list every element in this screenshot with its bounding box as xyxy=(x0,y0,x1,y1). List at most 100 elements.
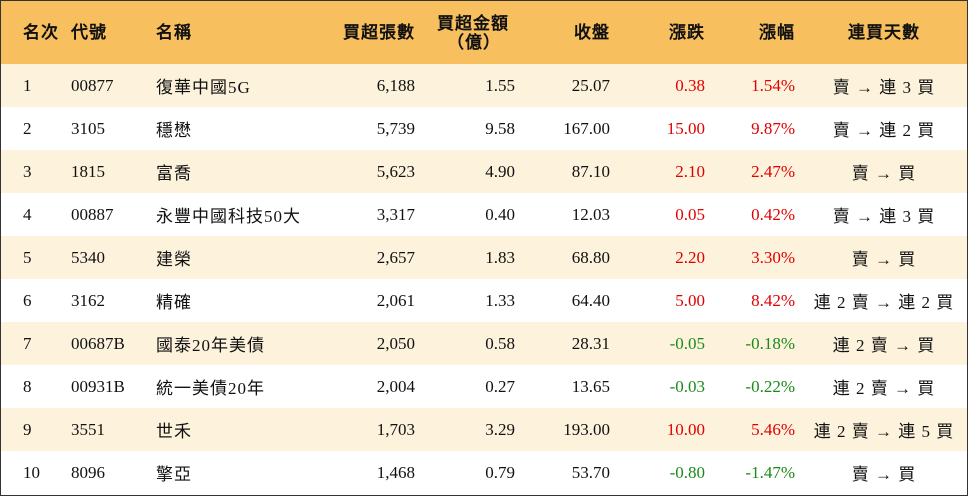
cell-amount: 3.29 xyxy=(485,419,515,439)
cell-days: 連 2 賣 → 買 xyxy=(832,379,936,398)
cell-volume: 5,623 xyxy=(376,161,415,181)
cell-change: -0.80 xyxy=(669,462,705,482)
cell-days: 連 2 賣 → 連 5 買 xyxy=(813,422,955,441)
cell-amount: 0.27 xyxy=(485,376,515,396)
table-row: 8 00931B 統一美債20年 2,004 0.27 13.65 -0.03 -0.22% 連… xyxy=(1,365,967,408)
cell-code: 00687B xyxy=(71,333,125,353)
header-volume: 買超張數 xyxy=(343,23,415,42)
cell-volume: 2,004 xyxy=(376,376,415,396)
table-row: 4 00887 永豐中國科技50大 3,317 0.40 12.03 0.05 0.42% 賣 … xyxy=(1,193,967,236)
cell-name: 精確 xyxy=(156,293,192,312)
table-row: 1 00877 復華中國5G 6,188 1.55 25.07 0.38 1.54% 賣 → 連… xyxy=(1,64,967,107)
cell-change: 15.00 xyxy=(666,118,705,138)
cell-rank: 6 xyxy=(23,290,32,310)
header-rank: 名次 xyxy=(23,23,59,42)
header-pct: 漲幅 xyxy=(759,23,795,42)
header-code: 代號 xyxy=(71,23,107,42)
table-row: 7 00687B 國泰20年美債 2,050 0.58 28.31 -0.05 -0.18% 連… xyxy=(1,322,967,365)
cell-change: -0.05 xyxy=(669,333,705,353)
cell-rank: 7 xyxy=(23,333,32,353)
cell-pct: 2.47% xyxy=(751,161,795,181)
cell-change: 10.00 xyxy=(666,419,705,439)
cell-close: 87.10 xyxy=(571,161,610,181)
cell-volume: 2,657 xyxy=(376,247,415,267)
table-row: 2 3105 穩懋 5,739 9.58 167.00 15.00 9.87% 賣 → 連 2 … xyxy=(1,107,967,150)
cell-days: 連 2 賣 → 連 2 買 xyxy=(813,293,955,312)
cell-name: 永豐中國科技50大 xyxy=(156,207,301,226)
cell-close: 68.80 xyxy=(571,247,610,267)
cell-amount: 0.40 xyxy=(485,204,515,224)
cell-close: 193.00 xyxy=(563,419,610,439)
header-amount-line2: （億） xyxy=(447,32,501,52)
cell-volume: 5,739 xyxy=(376,118,415,138)
cell-rank: 9 xyxy=(23,419,32,439)
cell-rank: 2 xyxy=(23,118,32,138)
cell-volume: 3,317 xyxy=(376,204,415,224)
cell-pct: 5.46% xyxy=(751,419,795,439)
cell-code: 3162 xyxy=(71,290,105,310)
cell-pct: 3.30% xyxy=(751,247,795,267)
cell-days: 賣 → 連 3 買 xyxy=(832,78,936,97)
header-row: 名次 代號 名稱 買超張數 買超金額 （億） 收盤 漲跌 漲幅 連買天數 xyxy=(1,1,967,64)
table-row: 9 3551 世禾 1,703 3.29 193.00 10.00 5.46% 連 2 賣 → … xyxy=(1,408,967,451)
cell-days: 賣 → 買 xyxy=(851,164,917,183)
table-row: 5 5340 建榮 2,657 1.83 68.80 2.20 3.30% 賣 → 買 xyxy=(1,236,967,279)
cell-pct: -0.22% xyxy=(745,376,795,396)
cell-name: 建榮 xyxy=(156,250,192,269)
header-days: 連買天數 xyxy=(848,23,920,42)
cell-pct: -1.47% xyxy=(745,462,795,482)
header-close: 收盤 xyxy=(574,23,610,42)
cell-rank: 1 xyxy=(23,75,32,95)
cell-name: 擎亞 xyxy=(156,465,192,484)
cell-volume: 6,188 xyxy=(376,75,415,95)
cell-name: 復華中國5G xyxy=(156,78,251,97)
cell-pct: -0.18% xyxy=(745,333,795,353)
cell-close: 53.70 xyxy=(571,462,610,482)
cell-code: 1815 xyxy=(71,161,105,181)
cell-volume: 2,050 xyxy=(376,333,415,353)
cell-name: 穩懋 xyxy=(156,121,192,140)
cell-volume: 1,468 xyxy=(376,462,415,482)
cell-days: 連 2 賣 → 買 xyxy=(832,336,936,355)
cell-rank: 4 xyxy=(23,204,32,224)
cell-days: 賣 → 連 2 買 xyxy=(832,121,936,140)
cell-name: 統一美債20年 xyxy=(156,379,265,398)
cell-change: 5.00 xyxy=(675,290,705,310)
cell-amount: 1.33 xyxy=(485,290,515,310)
cell-code: 00931B xyxy=(71,376,125,396)
cell-change: 0.38 xyxy=(675,75,705,95)
table-body: 1 00877 復華中國5G 6,188 1.55 25.07 0.38 1.54% 賣 → 連… xyxy=(1,64,967,494)
cell-close: 13.65 xyxy=(571,376,610,396)
table-row: 10 8096 擎亞 1,468 0.79 53.70 -0.80 -1.47% 賣 → 買 xyxy=(1,451,967,494)
cell-change: 0.05 xyxy=(675,204,705,224)
cell-name: 富喬 xyxy=(156,164,192,183)
cell-amount: 0.79 xyxy=(485,462,515,482)
cell-volume: 1,703 xyxy=(376,419,415,439)
cell-rank: 8 xyxy=(23,376,32,396)
cell-amount: 4.90 xyxy=(485,161,515,181)
cell-pct: 1.54% xyxy=(751,75,795,95)
cell-rank: 10 xyxy=(23,462,40,482)
table-row: 6 3162 精確 2,061 1.33 64.40 5.00 8.42% 連 2 賣 → 連 … xyxy=(1,279,967,322)
cell-pct: 8.42% xyxy=(751,290,795,310)
header-change: 漲跌 xyxy=(669,23,705,42)
cell-change: 2.20 xyxy=(675,247,705,267)
cell-code: 00877 xyxy=(71,75,114,95)
cell-close: 167.00 xyxy=(563,118,610,138)
cell-days: 賣 → 連 3 買 xyxy=(832,207,936,226)
cell-amount: 1.55 xyxy=(485,75,515,95)
cell-pct: 0.42% xyxy=(751,204,795,224)
header-name: 名稱 xyxy=(156,23,192,42)
cell-rank: 5 xyxy=(23,247,32,267)
table-row: 3 1815 富喬 5,623 4.90 87.10 2.10 2.47% 賣 → 買 xyxy=(1,150,967,193)
cell-close: 25.07 xyxy=(571,75,610,95)
header-amount: 買超金額 （億） xyxy=(421,1,521,64)
cell-name: 世禾 xyxy=(156,422,192,441)
cell-amount: 9.58 xyxy=(485,118,515,138)
cell-change: -0.03 xyxy=(669,376,705,396)
cell-close: 64.40 xyxy=(571,290,610,310)
cell-pct: 9.87% xyxy=(751,118,795,138)
cell-code: 8096 xyxy=(71,462,105,482)
